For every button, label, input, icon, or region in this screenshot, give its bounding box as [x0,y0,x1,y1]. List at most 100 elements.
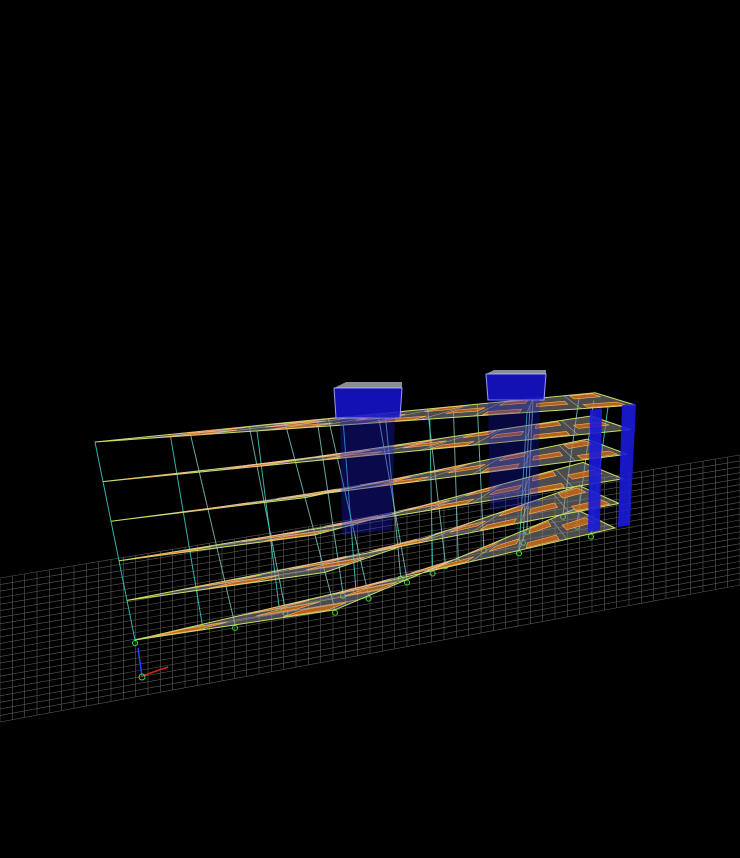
beam [550,518,568,540]
beam [518,528,528,551]
slab-panel [532,451,564,461]
beam [471,511,503,533]
slab-panel [557,487,587,499]
slab-panel [488,538,520,552]
beam [162,491,334,515]
slab-panel [431,498,475,510]
slab-panel [270,422,332,430]
beam [219,520,369,545]
slab-panel [424,405,464,412]
beam [558,444,576,462]
slab-panel [535,421,562,429]
slab-panel [526,534,560,549]
slab-panel [498,452,527,462]
beam [202,416,348,435]
slab-panel [384,537,432,550]
slab-panel [282,602,347,618]
support [132,640,138,646]
slab-panel [463,430,497,438]
grid-line [0,578,740,716]
slab-panel [447,464,486,474]
beam [374,558,456,585]
beam [520,502,529,523]
beam [214,485,362,509]
column [385,416,402,576]
beam [525,424,533,441]
beam [420,462,475,482]
grid-line [0,460,740,585]
beam [421,491,476,512]
beam [372,528,453,553]
slab-panel [490,430,525,439]
beam [368,468,447,488]
grid-line [0,466,740,592]
slab-panel [289,557,348,570]
slab-panel [344,582,397,597]
grid-line [0,584,740,723]
beam [422,519,478,543]
slab-panel [256,601,320,617]
grid-line [0,507,740,638]
beam [370,498,450,521]
beam [317,473,418,495]
slab-panel [326,451,382,460]
beam [419,433,473,451]
beam [323,537,427,562]
slab-panel [535,400,569,408]
rooftop-box [333,382,403,419]
beam [422,548,480,574]
beam [555,469,573,488]
slab-panel [151,621,227,638]
column [284,422,336,610]
slab-panel [376,415,427,423]
beam [278,579,408,607]
beam [274,546,402,572]
building-model [94,392,636,646]
slab-panel [465,485,498,497]
grid-line [0,472,740,598]
beam [470,538,504,562]
slab-panel [582,401,626,408]
beam [326,569,432,596]
column [94,441,136,641]
slab-panel [407,500,450,511]
grid-line [0,484,740,612]
slab-panel [533,431,571,439]
beam [261,446,384,467]
column [377,413,408,580]
rooftop-box [485,370,547,401]
beam [270,512,396,537]
ground-grid [0,454,740,723]
slab-panel [264,529,330,542]
beam [148,419,317,439]
beam [553,494,571,514]
beam [418,404,472,421]
column [189,432,236,625]
grid-line [0,543,740,677]
grid-line [0,454,740,579]
slab-panel [563,440,595,449]
slab [118,461,625,562]
slab-panel [532,471,557,482]
beam [471,483,503,504]
beam [230,589,384,618]
slab-panel [498,504,525,517]
shear-walls [340,396,636,535]
column [170,436,203,625]
beam [314,442,414,462]
slab-panel [529,482,565,494]
beam [472,401,503,417]
slab-panel [568,393,601,400]
slab-panel [380,476,430,486]
slab-panel [430,441,475,450]
slab-panel [561,517,595,531]
slab-panel [529,502,559,515]
column [249,427,286,611]
beam [176,563,351,591]
slab-panel [480,518,517,531]
grid-line [0,555,740,690]
grid-line [0,566,740,703]
beam [364,407,441,424]
beam [208,451,355,472]
